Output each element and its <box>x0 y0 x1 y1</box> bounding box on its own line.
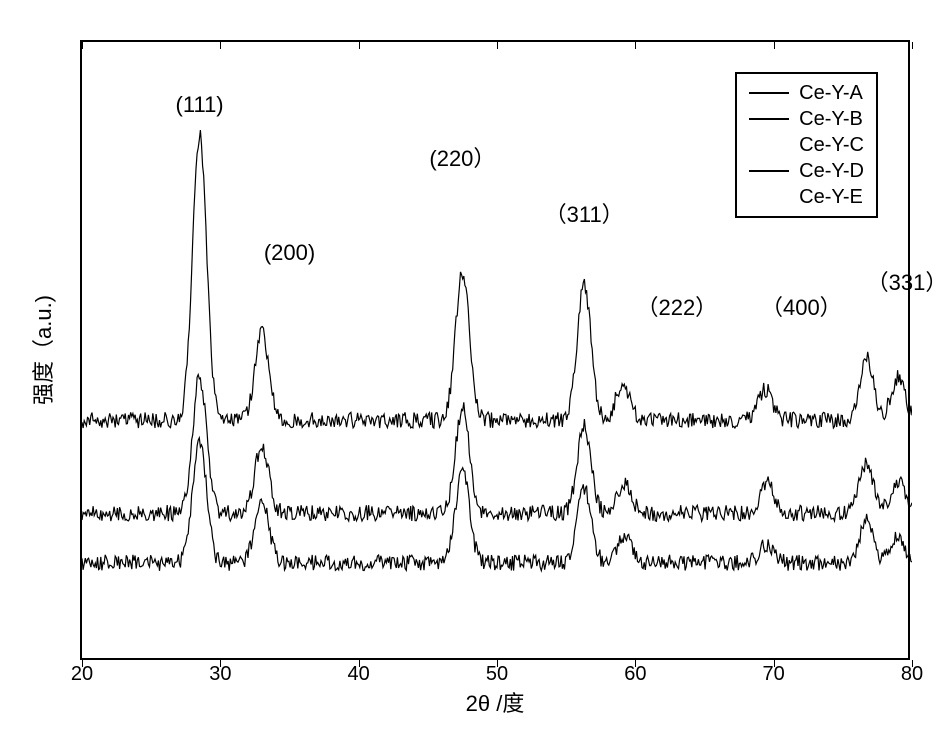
legend-label: Ce-Y-D <box>799 160 864 183</box>
peak-label: （400） <box>761 290 842 322</box>
y-axis-title: 强度（a.u.) <box>26 295 58 405</box>
x-tick-top <box>497 42 498 49</box>
x-tick-top <box>635 42 636 49</box>
legend-label: Ce-Y-B <box>799 108 863 131</box>
legend-label: Ce-Y-C <box>799 134 864 157</box>
legend-line-icon <box>749 170 789 172</box>
plot-area: 20304050607080 (111)(200)(220）（311）（222）… <box>80 40 910 660</box>
legend-line-icon <box>749 118 789 120</box>
x-tick-top <box>82 42 83 49</box>
peak-label: （222） <box>636 290 717 322</box>
x-tick-label: 60 <box>624 663 646 686</box>
legend-item: Ce-Y-A <box>749 80 864 106</box>
legend-label: Ce-Y-E <box>799 186 863 209</box>
peak-label: (200) <box>264 240 315 266</box>
x-tick-label: 20 <box>71 663 93 686</box>
legend-line-icon <box>749 92 789 94</box>
x-tick-label: 50 <box>486 663 508 686</box>
x-tick-top <box>912 42 913 49</box>
peak-label: (111) <box>176 92 224 118</box>
x-tick-top <box>220 42 221 49</box>
legend-item: Ce-Y-B <box>749 106 864 132</box>
figure: 20 30 40 50 60 70 80 (111) (200) (220） （311） （222）… <box>0 0 945 751</box>
legend-line-icon <box>749 144 789 146</box>
x-tick-label: 30 <box>209 663 231 686</box>
peak-label: （331） <box>867 265 945 297</box>
x-tick-top <box>359 42 360 49</box>
legend-line-icon <box>749 196 789 198</box>
x-axis-title: 2θ /度 <box>466 686 525 718</box>
x-tick-top <box>774 42 775 49</box>
x-tick-label: 80 <box>901 663 923 686</box>
peak-label: （311） <box>545 197 624 229</box>
x-tick-label: 70 <box>763 663 785 686</box>
legend-item: Ce-Y-C <box>749 132 864 158</box>
xrd-trace <box>82 438 912 571</box>
legend: Ce-Y-A Ce-Y-B Ce-Y-C Ce-Y-D Ce-Y-E <box>735 72 878 218</box>
xrd-trace <box>82 375 912 522</box>
x-tick-label: 40 <box>348 663 370 686</box>
legend-label: Ce-Y-A <box>799 82 863 105</box>
legend-item: Ce-Y-D <box>749 158 864 184</box>
legend-item: Ce-Y-E <box>749 184 864 210</box>
peak-label: (220） <box>429 141 495 173</box>
